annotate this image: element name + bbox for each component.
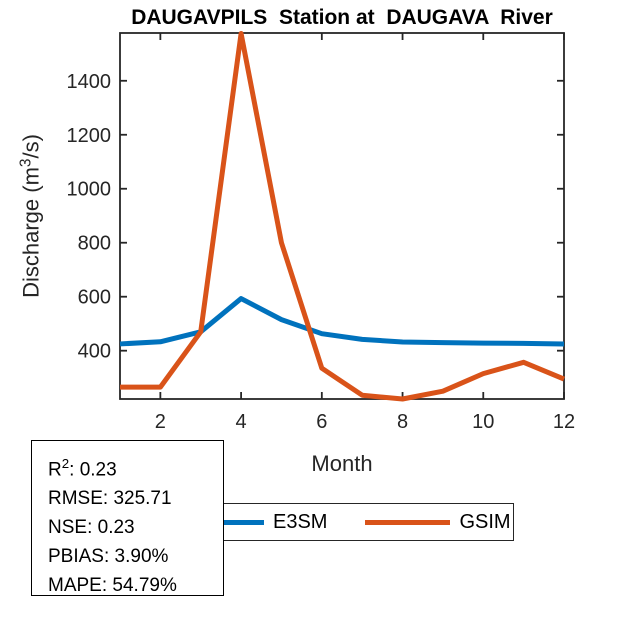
stat-mape: MAPE: 54.79% [48,575,177,597]
x-tick-label: 6 [316,411,327,433]
legend-label-e3sm: E3SM [273,510,328,533]
stats-box: R2: 0.23 RMSE: 325.71 NSE: 0.23 PBIAS: 3… [31,440,224,596]
stat-pbias: PBIAS: 3.90% [48,546,169,568]
y-tick-label: 1400 [67,71,112,93]
x-tick-label: 10 [472,411,494,433]
series-line-gsim [120,31,565,402]
series-line-e3sm [119,296,565,347]
chart-title: DAUGAVPILS Station at DAUGAVA River [131,6,553,29]
stat-r2-prefix: R [48,459,62,481]
stat-nse: NSE: 0.23 [48,517,135,539]
y-tick-label: 400 [78,341,111,363]
stat-r2-value: : 0.23 [69,459,117,481]
y-tick-label: 800 [78,233,111,255]
y-tick-label: 1000 [67,179,112,201]
x-tick-label: 2 [155,411,166,433]
y-tick-label: 600 [78,287,111,309]
x-tick-label: 12 [553,411,575,433]
legend-line-gsim [365,519,451,525]
axes-box [119,32,565,400]
legend: E3SM GSIM [170,503,514,541]
stat-rmse: RMSE: 325.71 [48,488,172,510]
legend-label-gsim: GSIM [459,510,511,533]
x-axis-label: Month [311,451,373,476]
stat-r2: R2: 0.23 [48,449,223,484]
x-tick-label: 4 [236,411,247,433]
stat-r2-superscript: 2 [61,456,70,471]
x-tick-label: 8 [397,411,408,433]
y-tick-label: 1200 [67,125,112,147]
